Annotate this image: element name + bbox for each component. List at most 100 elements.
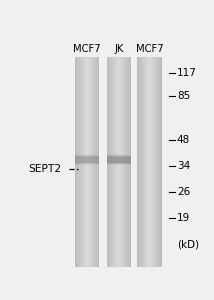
Bar xyxy=(90,57,91,267)
Bar xyxy=(121,164,122,165)
Bar xyxy=(128,164,129,165)
Bar xyxy=(120,155,121,156)
Bar xyxy=(92,164,93,165)
Bar xyxy=(85,164,86,165)
Bar xyxy=(123,156,124,157)
Bar xyxy=(84,57,85,267)
Bar xyxy=(107,156,108,157)
Bar xyxy=(125,157,126,163)
Bar xyxy=(82,164,83,165)
Bar xyxy=(108,156,109,157)
Bar xyxy=(82,163,83,164)
Bar xyxy=(76,163,77,164)
Bar xyxy=(113,164,114,165)
Bar xyxy=(123,57,124,267)
Bar xyxy=(80,156,81,157)
Bar xyxy=(85,155,86,156)
Bar xyxy=(111,163,112,164)
Bar xyxy=(114,156,115,157)
Bar xyxy=(96,163,97,164)
Bar xyxy=(129,164,130,165)
Bar xyxy=(99,155,100,156)
Bar xyxy=(88,154,89,155)
Bar xyxy=(111,164,112,165)
Bar xyxy=(128,155,129,156)
Bar xyxy=(83,157,84,163)
Bar xyxy=(122,154,123,155)
Bar xyxy=(122,157,123,163)
Bar xyxy=(79,155,80,156)
Bar xyxy=(130,154,131,155)
Bar xyxy=(108,154,109,155)
Bar xyxy=(85,164,86,165)
Bar xyxy=(96,157,97,163)
Bar xyxy=(81,155,82,156)
Bar xyxy=(109,163,110,164)
Bar xyxy=(96,155,97,156)
Bar xyxy=(81,154,82,155)
Bar xyxy=(83,154,84,155)
Bar xyxy=(127,155,128,156)
Bar xyxy=(89,164,90,165)
Bar xyxy=(107,164,108,165)
Bar xyxy=(112,156,113,157)
Bar xyxy=(116,57,117,267)
Bar xyxy=(81,154,82,155)
Bar xyxy=(89,155,90,156)
Bar xyxy=(119,155,120,156)
Bar xyxy=(113,57,114,267)
Bar xyxy=(89,163,90,164)
Bar xyxy=(77,155,78,156)
Bar xyxy=(110,57,111,267)
Bar xyxy=(113,157,114,163)
Bar xyxy=(76,156,77,157)
Bar xyxy=(78,164,79,165)
Bar xyxy=(109,156,110,157)
Bar xyxy=(94,154,95,155)
Bar xyxy=(110,157,111,163)
Bar xyxy=(128,156,129,157)
Bar xyxy=(125,163,126,164)
Bar xyxy=(125,154,126,155)
Bar xyxy=(81,164,82,165)
Bar xyxy=(124,156,125,157)
Bar xyxy=(88,157,89,163)
Bar xyxy=(120,163,121,164)
Bar xyxy=(97,155,98,156)
Bar xyxy=(93,155,94,156)
Bar xyxy=(114,156,115,157)
Bar xyxy=(112,155,113,156)
Bar xyxy=(116,164,117,165)
Bar xyxy=(108,163,109,164)
Bar xyxy=(117,156,118,157)
Bar xyxy=(124,155,125,156)
Bar xyxy=(126,154,127,155)
Bar xyxy=(122,156,123,157)
Bar xyxy=(125,155,126,156)
Bar xyxy=(114,156,115,157)
Bar xyxy=(85,156,86,157)
Bar xyxy=(90,154,91,155)
Bar xyxy=(114,154,115,155)
Bar xyxy=(84,155,85,156)
Bar xyxy=(78,154,79,155)
Bar xyxy=(117,163,118,164)
Bar xyxy=(76,164,77,165)
Bar xyxy=(92,154,93,155)
Bar xyxy=(96,154,97,155)
Bar xyxy=(119,156,120,157)
Bar xyxy=(157,57,158,267)
Bar xyxy=(116,155,117,156)
Bar xyxy=(82,57,83,267)
Bar xyxy=(113,155,114,156)
Bar xyxy=(75,154,76,155)
Bar xyxy=(88,155,89,156)
Bar xyxy=(93,163,94,164)
Bar xyxy=(110,154,111,155)
Bar xyxy=(76,155,77,156)
Bar xyxy=(80,154,81,155)
Bar xyxy=(108,154,109,155)
Bar xyxy=(120,57,121,267)
Bar xyxy=(92,155,93,156)
Bar xyxy=(130,157,131,163)
